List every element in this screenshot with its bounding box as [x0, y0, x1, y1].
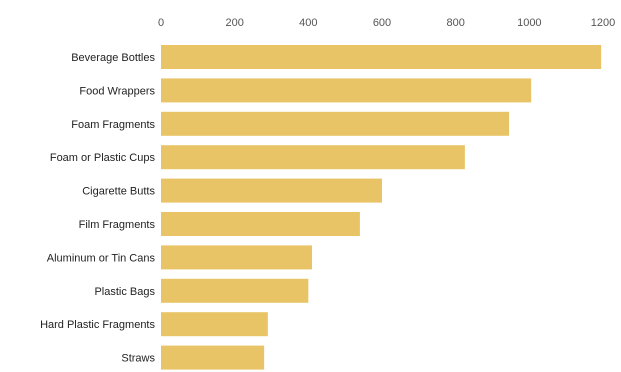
- category-label: Plastic Bags: [94, 286, 155, 298]
- bar: [161, 78, 532, 103]
- bars-group: [161, 45, 602, 370]
- bar: [161, 278, 309, 303]
- x-tick-label: 1000: [517, 17, 541, 29]
- category-label: Foam Fragments: [71, 119, 155, 131]
- bar: [161, 145, 465, 170]
- category-label: Aluminum or Tin Cans: [47, 252, 156, 264]
- bar: [161, 45, 602, 69]
- category-label: Straws: [121, 353, 155, 365]
- bar: [161, 345, 265, 370]
- category-label: Cigarette Butts: [82, 186, 155, 198]
- x-tick-label: 0: [158, 17, 164, 29]
- bar: [161, 111, 510, 136]
- x-tick-label: 800: [446, 17, 464, 29]
- bar: [161, 212, 360, 236]
- category-label: Food Wrappers: [79, 85, 155, 97]
- bar: [161, 178, 382, 203]
- x-axis: 0 200 400 600 800 1000 1200: [158, 17, 615, 29]
- category-label: Film Fragments: [79, 219, 156, 231]
- category-label: Beverage Bottles: [71, 52, 155, 64]
- category-label: Foam or Plastic Cups: [50, 152, 156, 164]
- x-tick-label: 200: [225, 17, 243, 29]
- category-labels: Beverage Bottles Food Wrappers Foam Fragme…: [40, 52, 155, 365]
- category-label: Hard Plastic Fragments: [40, 319, 155, 331]
- x-tick-label: 400: [299, 17, 317, 29]
- bar: [161, 245, 313, 270]
- bar: [161, 312, 268, 337]
- x-tick-label: 1200: [591, 17, 615, 29]
- x-tick-label: 600: [373, 17, 391, 29]
